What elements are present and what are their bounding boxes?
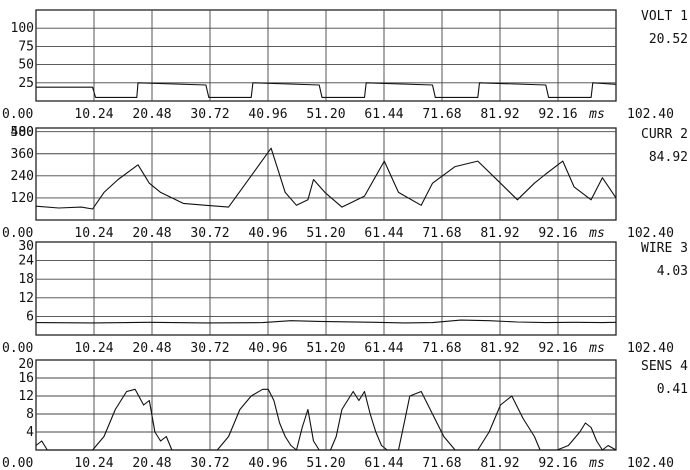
x-tick-label: 102.40 [627, 456, 674, 470]
x-tick-label: 61.44 [364, 456, 403, 470]
y-tick-label: 20 [18, 357, 34, 372]
series-line [35, 147, 617, 210]
channel-readout: 0.41 [657, 382, 688, 397]
channel-label: CURR 2 [641, 127, 688, 142]
x-tick-label: 30.72 [190, 456, 229, 470]
y-tick-label: 30 [18, 239, 34, 254]
y-tick-label: 12 [18, 389, 34, 404]
x-unit-label: ms [588, 226, 605, 241]
x-tick-label: 71.68 [422, 107, 461, 122]
y-tick-label: 240 [11, 169, 34, 184]
channel-label: VOLT 1 [641, 9, 688, 24]
x-tick-label: 0.00 [2, 341, 33, 356]
y-tick-label: 75 [18, 39, 34, 54]
x-tick-label: 10.24 [74, 456, 113, 470]
y-tick-label: 50 [18, 58, 34, 73]
y-tick-label: 8 [26, 407, 34, 422]
y-tick-label: 4 [26, 425, 34, 440]
x-tick-label: 40.96 [248, 107, 287, 122]
x-tick-label: 92.16 [538, 456, 577, 470]
x-tick-label: 81.92 [480, 456, 519, 470]
series-line [35, 388, 617, 451]
x-unit-label: ms [588, 341, 605, 356]
x-tick-label: 40.96 [248, 341, 287, 356]
x-tick-label: 51.20 [306, 107, 345, 122]
x-tick-label: 20.48 [132, 456, 171, 470]
y-tick-label: 6 [26, 309, 34, 324]
x-tick-label: 51.20 [306, 456, 345, 470]
x-tick-label: 61.44 [364, 226, 403, 241]
y-tick-label: 18 [18, 272, 34, 287]
x-tick-label: 102.40 [627, 341, 674, 356]
x-tick-label: 102.40 [627, 226, 674, 241]
x-tick-label: 20.48 [132, 341, 171, 356]
x-tick-label: 10.24 [74, 341, 113, 356]
x-tick-label: 51.20 [306, 341, 345, 356]
y-tick-label: 500 [11, 125, 34, 140]
x-tick-label: 30.72 [190, 107, 229, 122]
x-tick-label: 92.16 [538, 341, 577, 356]
y-tick-label: 12 [18, 291, 34, 306]
x-tick-label: 20.48 [132, 226, 171, 241]
channel-label: WIRE 3 [641, 241, 688, 256]
x-tick-label: 81.92 [480, 107, 519, 122]
x-unit-label: ms [588, 107, 605, 122]
x-tick-label: 40.96 [248, 456, 287, 470]
y-tick-label: 480 [11, 125, 34, 140]
y-tick-label: 120 [11, 191, 34, 206]
x-tick-label: 10.24 [74, 226, 113, 241]
series-line [36, 82, 617, 98]
x-tick-label: 92.16 [538, 226, 577, 241]
x-tick-label: 102.40 [627, 107, 674, 122]
x-tick-label: 30.72 [190, 226, 229, 241]
x-tick-label: 81.92 [480, 341, 519, 356]
x-tick-label: 61.44 [364, 107, 403, 122]
x-tick-label: 71.68 [422, 456, 461, 470]
x-tick-label: 0.00 [2, 226, 33, 241]
x-tick-label: 40.96 [248, 226, 287, 241]
y-tick-label: 360 [11, 147, 34, 162]
x-tick-label: 71.68 [422, 226, 461, 241]
series-line [35, 319, 617, 324]
y-tick-label: 16 [18, 371, 34, 386]
y-tick-label: 100 [11, 21, 34, 36]
y-tick-label: 24 [18, 254, 34, 269]
x-tick-label: 92.16 [538, 107, 577, 122]
x-tick-label: 30.72 [190, 341, 229, 356]
y-tick-label: 25 [18, 76, 34, 91]
x-tick-label: 81.92 [480, 226, 519, 241]
x-tick-label: 61.44 [364, 341, 403, 356]
x-tick-label: 51.20 [306, 226, 345, 241]
x-tick-label: 20.48 [132, 107, 171, 122]
channel-readout: 4.03 [657, 264, 688, 279]
channel-readout: 84.92 [649, 150, 688, 165]
x-tick-label: 10.24 [74, 107, 113, 122]
x-tick-label: 0.00 [2, 107, 33, 122]
x-tick-label: 71.68 [422, 341, 461, 356]
channel-label: SENS 4 [641, 359, 688, 374]
x-tick-label: 0.00 [2, 456, 33, 470]
x-unit-label: ms [588, 456, 605, 470]
channel-readout: 20.52 [649, 32, 688, 47]
